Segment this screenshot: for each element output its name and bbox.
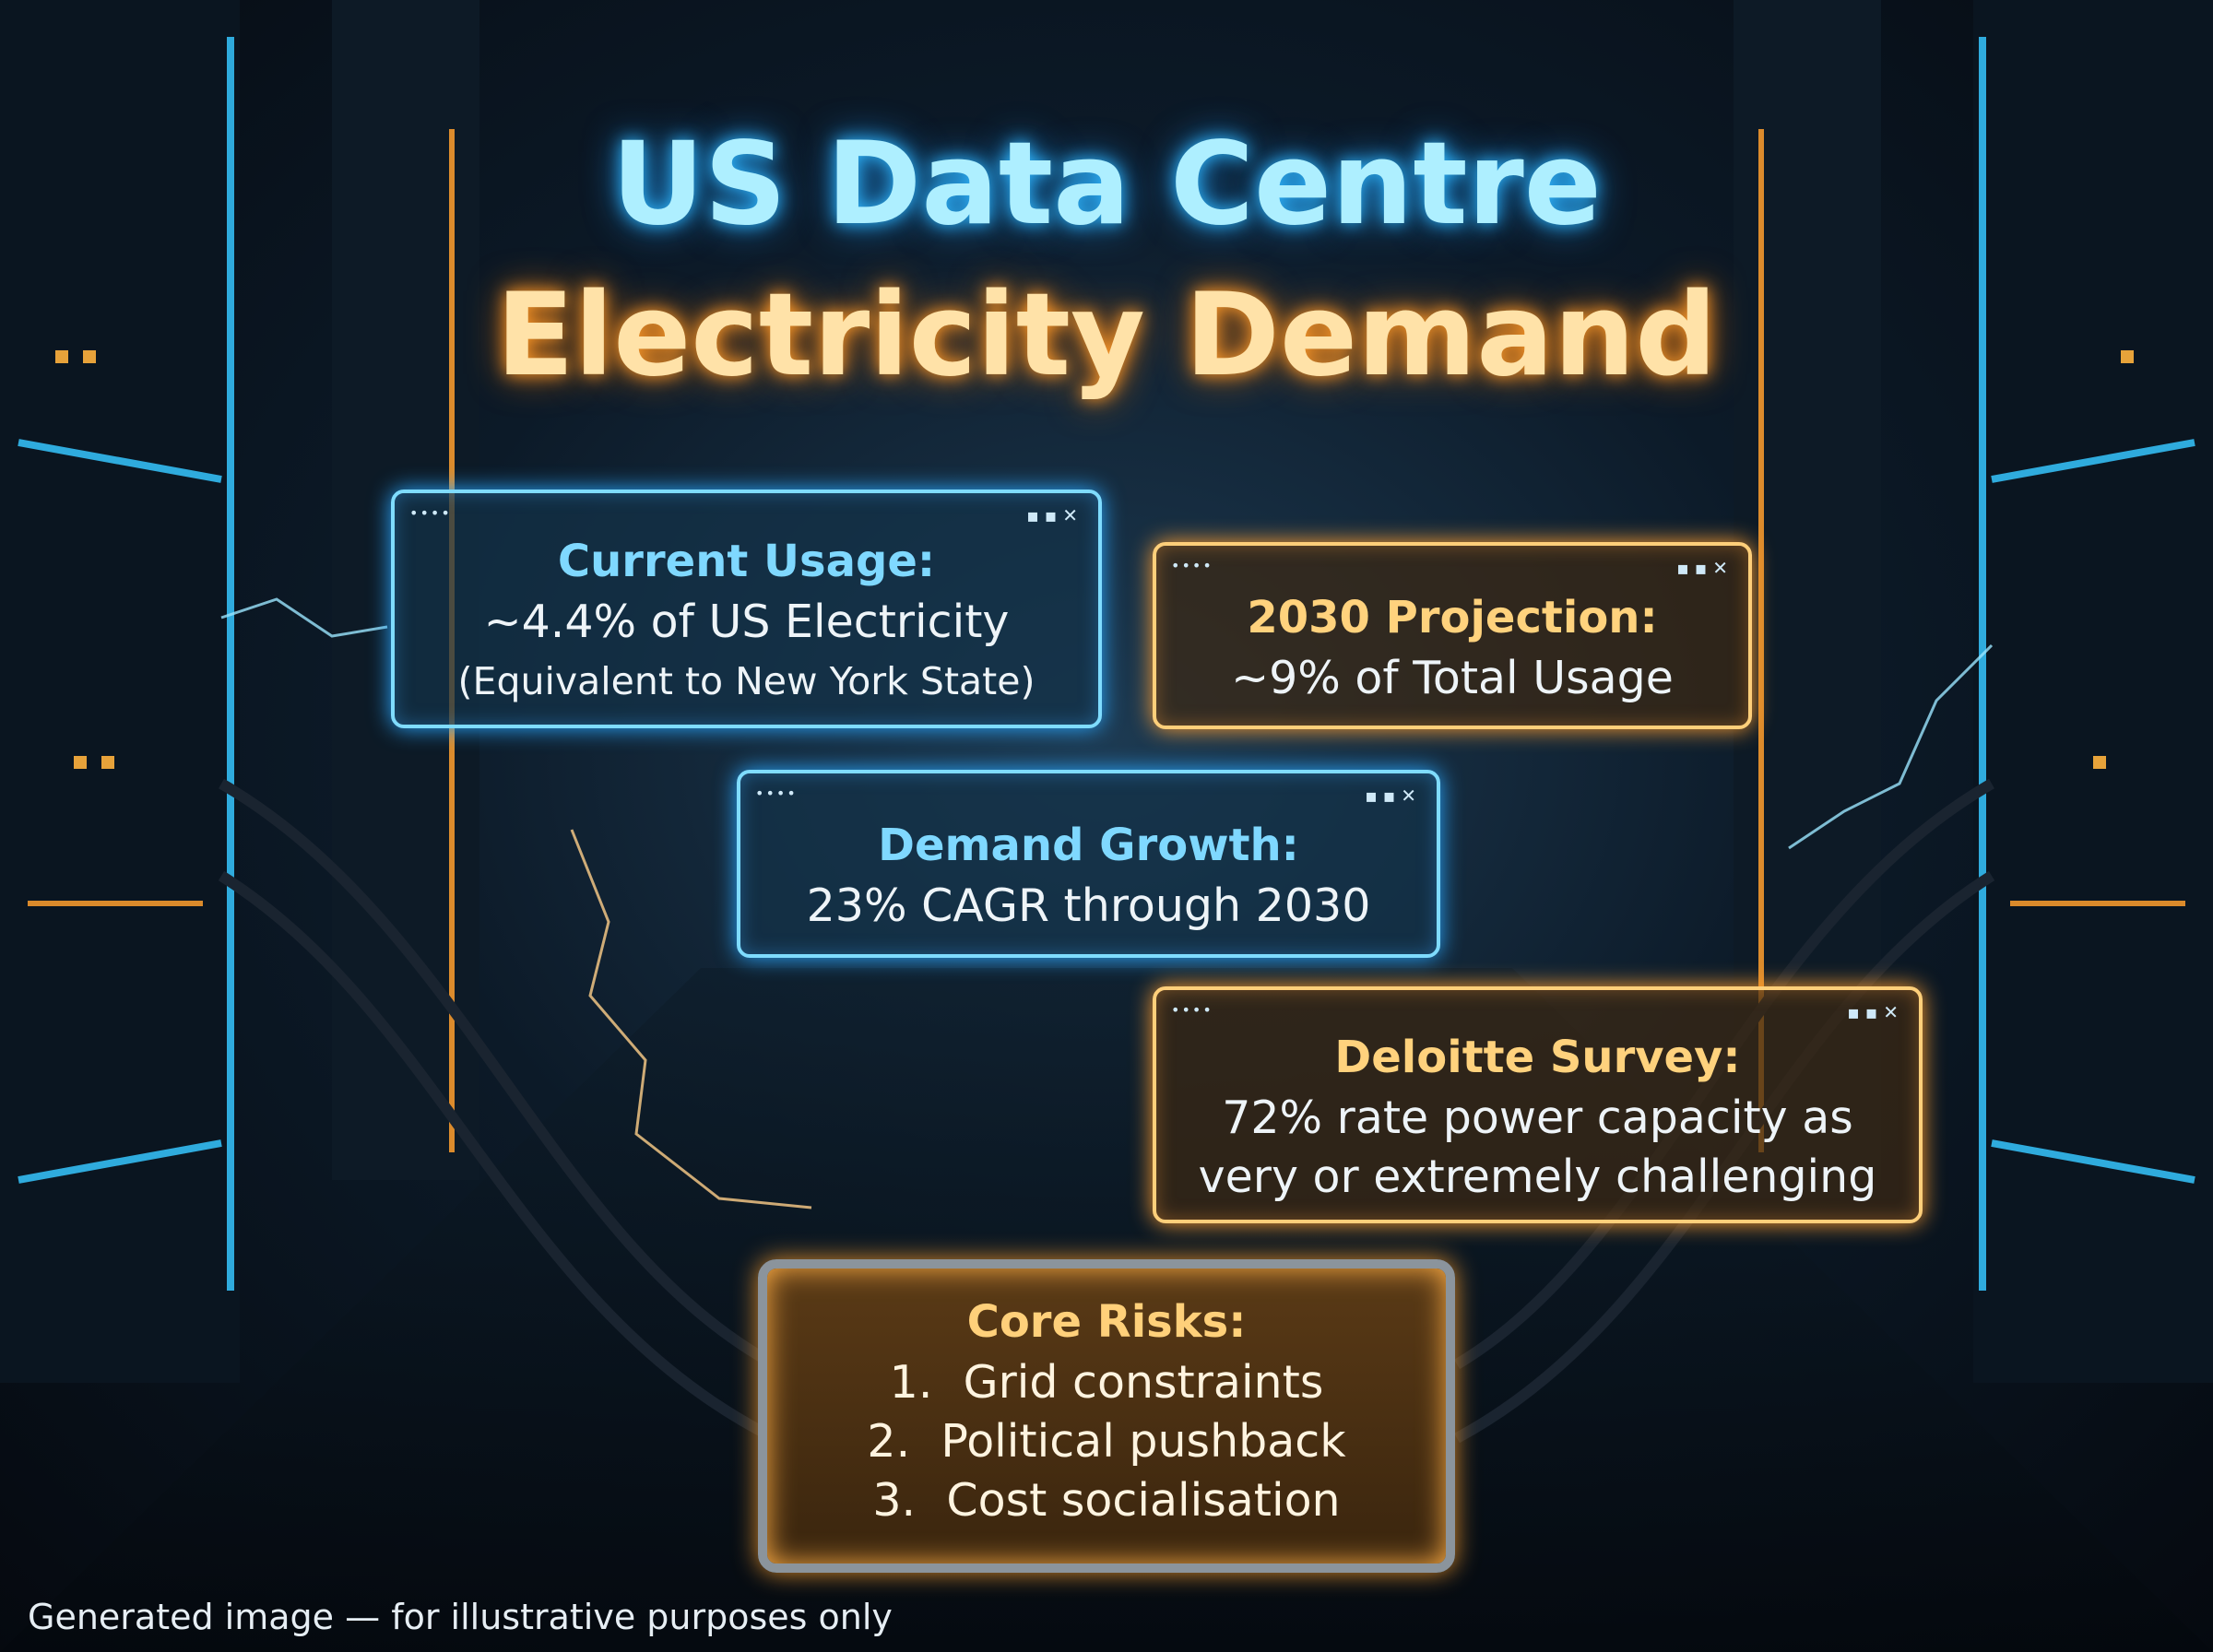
panel-heading: Demand Growth: <box>878 820 1299 871</box>
item-number: 2. <box>867 1415 911 1468</box>
panel-heading: Core Risks: <box>966 1296 1247 1348</box>
window-bar: ▪▪✕ <box>1171 557 1734 579</box>
title-line: Electricity Demand <box>496 269 1717 402</box>
risk-list: 1. Grid constraints 2. Political pushback … <box>767 1353 1446 1530</box>
panel-text: 72% rate power capacity as <box>1222 1091 1853 1144</box>
risk-item: 3. Cost socialisation <box>767 1471 1446 1530</box>
title-line: US Data Centre <box>611 118 1602 251</box>
panel-heading: Deloitte Survey: <box>1334 1031 1741 1083</box>
panel-text: ~9% of Total Usage <box>1231 651 1674 704</box>
risk-item: 2. Political pushback <box>767 1412 1446 1471</box>
window-bar: ▪▪✕ <box>755 785 1422 807</box>
footer-note: Generated image — for illustrative purpo… <box>28 1597 893 1637</box>
info-panel: ▪▪✕ 2030 Projection: ~9% of Total Usage <box>1153 542 1752 729</box>
item-text: Political pushback <box>941 1415 1346 1468</box>
panel-text: (Equivalent to New York State) <box>457 658 1035 703</box>
panel-heading: Current Usage: <box>557 535 936 587</box>
panel-text: very or extremely challenging <box>1198 1150 1877 1203</box>
item-text: Grid constraints <box>963 1356 1324 1409</box>
risk-item: 1. Grid constraints <box>767 1353 1446 1412</box>
window-bar: ▪▪✕ <box>1171 1001 1904 1023</box>
risk-panel: Core Risks: 1. Grid constraints 2. Politic… <box>758 1259 1455 1573</box>
panel-text: ~4.4% of US Electricity <box>483 595 1010 648</box>
panel-heading: 2030 Projection: <box>1247 591 1658 643</box>
panel-text: 23% CAGR through 2030 <box>806 879 1371 932</box>
info-panel: ▪▪✕ Deloitte Survey: 72% rate power capa… <box>1153 986 1923 1223</box>
item-text: Cost socialisation <box>946 1474 1341 1527</box>
info-panel: ▪▪✕ Demand Growth: 23% CAGR through 2030 <box>737 770 1440 958</box>
window-bar: ▪▪✕ <box>409 504 1083 526</box>
item-number: 3. <box>872 1474 917 1527</box>
info-panel: ▪▪✕ Current Usage: ~4.4% of US Electrici… <box>391 490 1102 728</box>
item-number: 1. <box>889 1356 933 1409</box>
